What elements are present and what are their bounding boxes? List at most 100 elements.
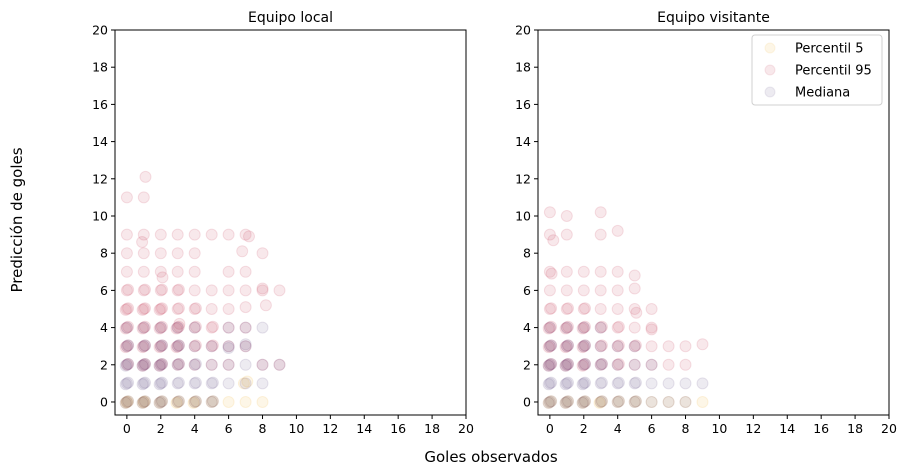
y-tick-label: 16: [92, 97, 108, 112]
data-point: [545, 320, 558, 333]
data-point: [156, 302, 168, 315]
data-point: [579, 302, 591, 315]
data-point: [545, 358, 558, 370]
data-point: [645, 396, 658, 408]
data-point: [205, 396, 218, 408]
data-point: [137, 358, 150, 371]
data-point: [171, 321, 184, 334]
data-point: [594, 265, 607, 278]
data-point: [577, 340, 590, 353]
data-point: [645, 358, 658, 371]
data-point: [189, 395, 202, 408]
data-point: [139, 302, 151, 315]
data-point: [629, 339, 642, 352]
data-point: [645, 303, 658, 315]
data-point: [611, 321, 624, 334]
data-point: [137, 265, 150, 278]
data-point: [120, 396, 133, 408]
data-point: [543, 303, 556, 315]
data-point: [577, 340, 590, 353]
data-point: [543, 377, 556, 390]
data-point: [222, 377, 235, 390]
data-point: [137, 396, 150, 408]
data-point: [120, 377, 133, 390]
data-point: [122, 395, 135, 408]
x-tick-label: 18: [424, 421, 440, 436]
data-point: [579, 376, 591, 389]
data-point: [120, 284, 133, 297]
y-tick-label: 4: [100, 320, 108, 335]
data-point: [172, 302, 185, 315]
y-tick-label: 18: [515, 60, 531, 75]
plot-area: [542, 206, 709, 409]
data-point: [628, 269, 641, 282]
data-point: [156, 339, 168, 352]
data-point: [273, 358, 286, 371]
data-point: [594, 340, 607, 353]
legend: Percentil 5 Percentil 95 Mediana: [751, 34, 883, 106]
data-point: [594, 377, 607, 390]
data-point: [205, 340, 218, 353]
data-point: [543, 396, 556, 408]
data-point: [594, 396, 607, 408]
data-point: [628, 282, 641, 295]
data-point: [172, 395, 185, 408]
x-tick-label: 16: [390, 421, 406, 436]
data-point: [222, 358, 235, 371]
data-point: [120, 303, 133, 315]
data-point: [205, 340, 218, 353]
data-point: [153, 322, 166, 335]
data-point: [696, 338, 709, 351]
data-point: [562, 395, 574, 408]
data-point: [577, 265, 590, 278]
x-tick-label: 2: [580, 421, 588, 436]
data-point: [222, 396, 235, 408]
data-point: [545, 339, 558, 352]
data-point: [205, 377, 218, 390]
data-point: [222, 284, 235, 297]
panel-title: Equipo local: [248, 10, 333, 26]
x-tick-label: 12: [745, 421, 761, 436]
x-tick-label: 18: [847, 421, 863, 436]
data-point: [594, 358, 607, 371]
y-tick-label: 20: [515, 23, 531, 38]
data-point: [119, 359, 132, 372]
data-point: [188, 358, 201, 371]
data-point: [256, 358, 269, 371]
data-point: [273, 358, 286, 371]
data-point: [562, 376, 574, 389]
data-point: [172, 339, 185, 352]
data-point: [543, 206, 556, 219]
data-point: [542, 322, 555, 335]
data-point: [545, 267, 558, 280]
legend-frame: [751, 34, 883, 106]
data-point: [577, 321, 590, 334]
data-point: [136, 359, 149, 372]
data-point: [154, 321, 167, 334]
x-tick-label: 10: [711, 421, 727, 436]
data-point: [119, 396, 132, 409]
data-point: [662, 396, 675, 408]
data-point: [595, 358, 608, 370]
data-point: [559, 378, 572, 391]
y-tick-label: 14: [92, 134, 108, 149]
data-point: [156, 339, 168, 352]
data-point: [188, 377, 201, 390]
data-point: [156, 376, 168, 389]
data-point: [206, 339, 219, 352]
data-point: [122, 339, 135, 352]
data-point: [137, 191, 150, 204]
x-tick-label: 6: [225, 421, 233, 436]
data-point: [579, 320, 591, 333]
data-point: [120, 321, 133, 334]
data-point: [139, 395, 151, 408]
data-point: [543, 321, 556, 334]
data-point: [171, 358, 184, 371]
data-point: [611, 284, 624, 297]
data-point: [137, 396, 150, 408]
data-point: [239, 340, 252, 353]
data-point: [137, 228, 150, 241]
data-point: [560, 358, 573, 371]
data-point: [543, 358, 556, 371]
data-point: [139, 358, 151, 370]
